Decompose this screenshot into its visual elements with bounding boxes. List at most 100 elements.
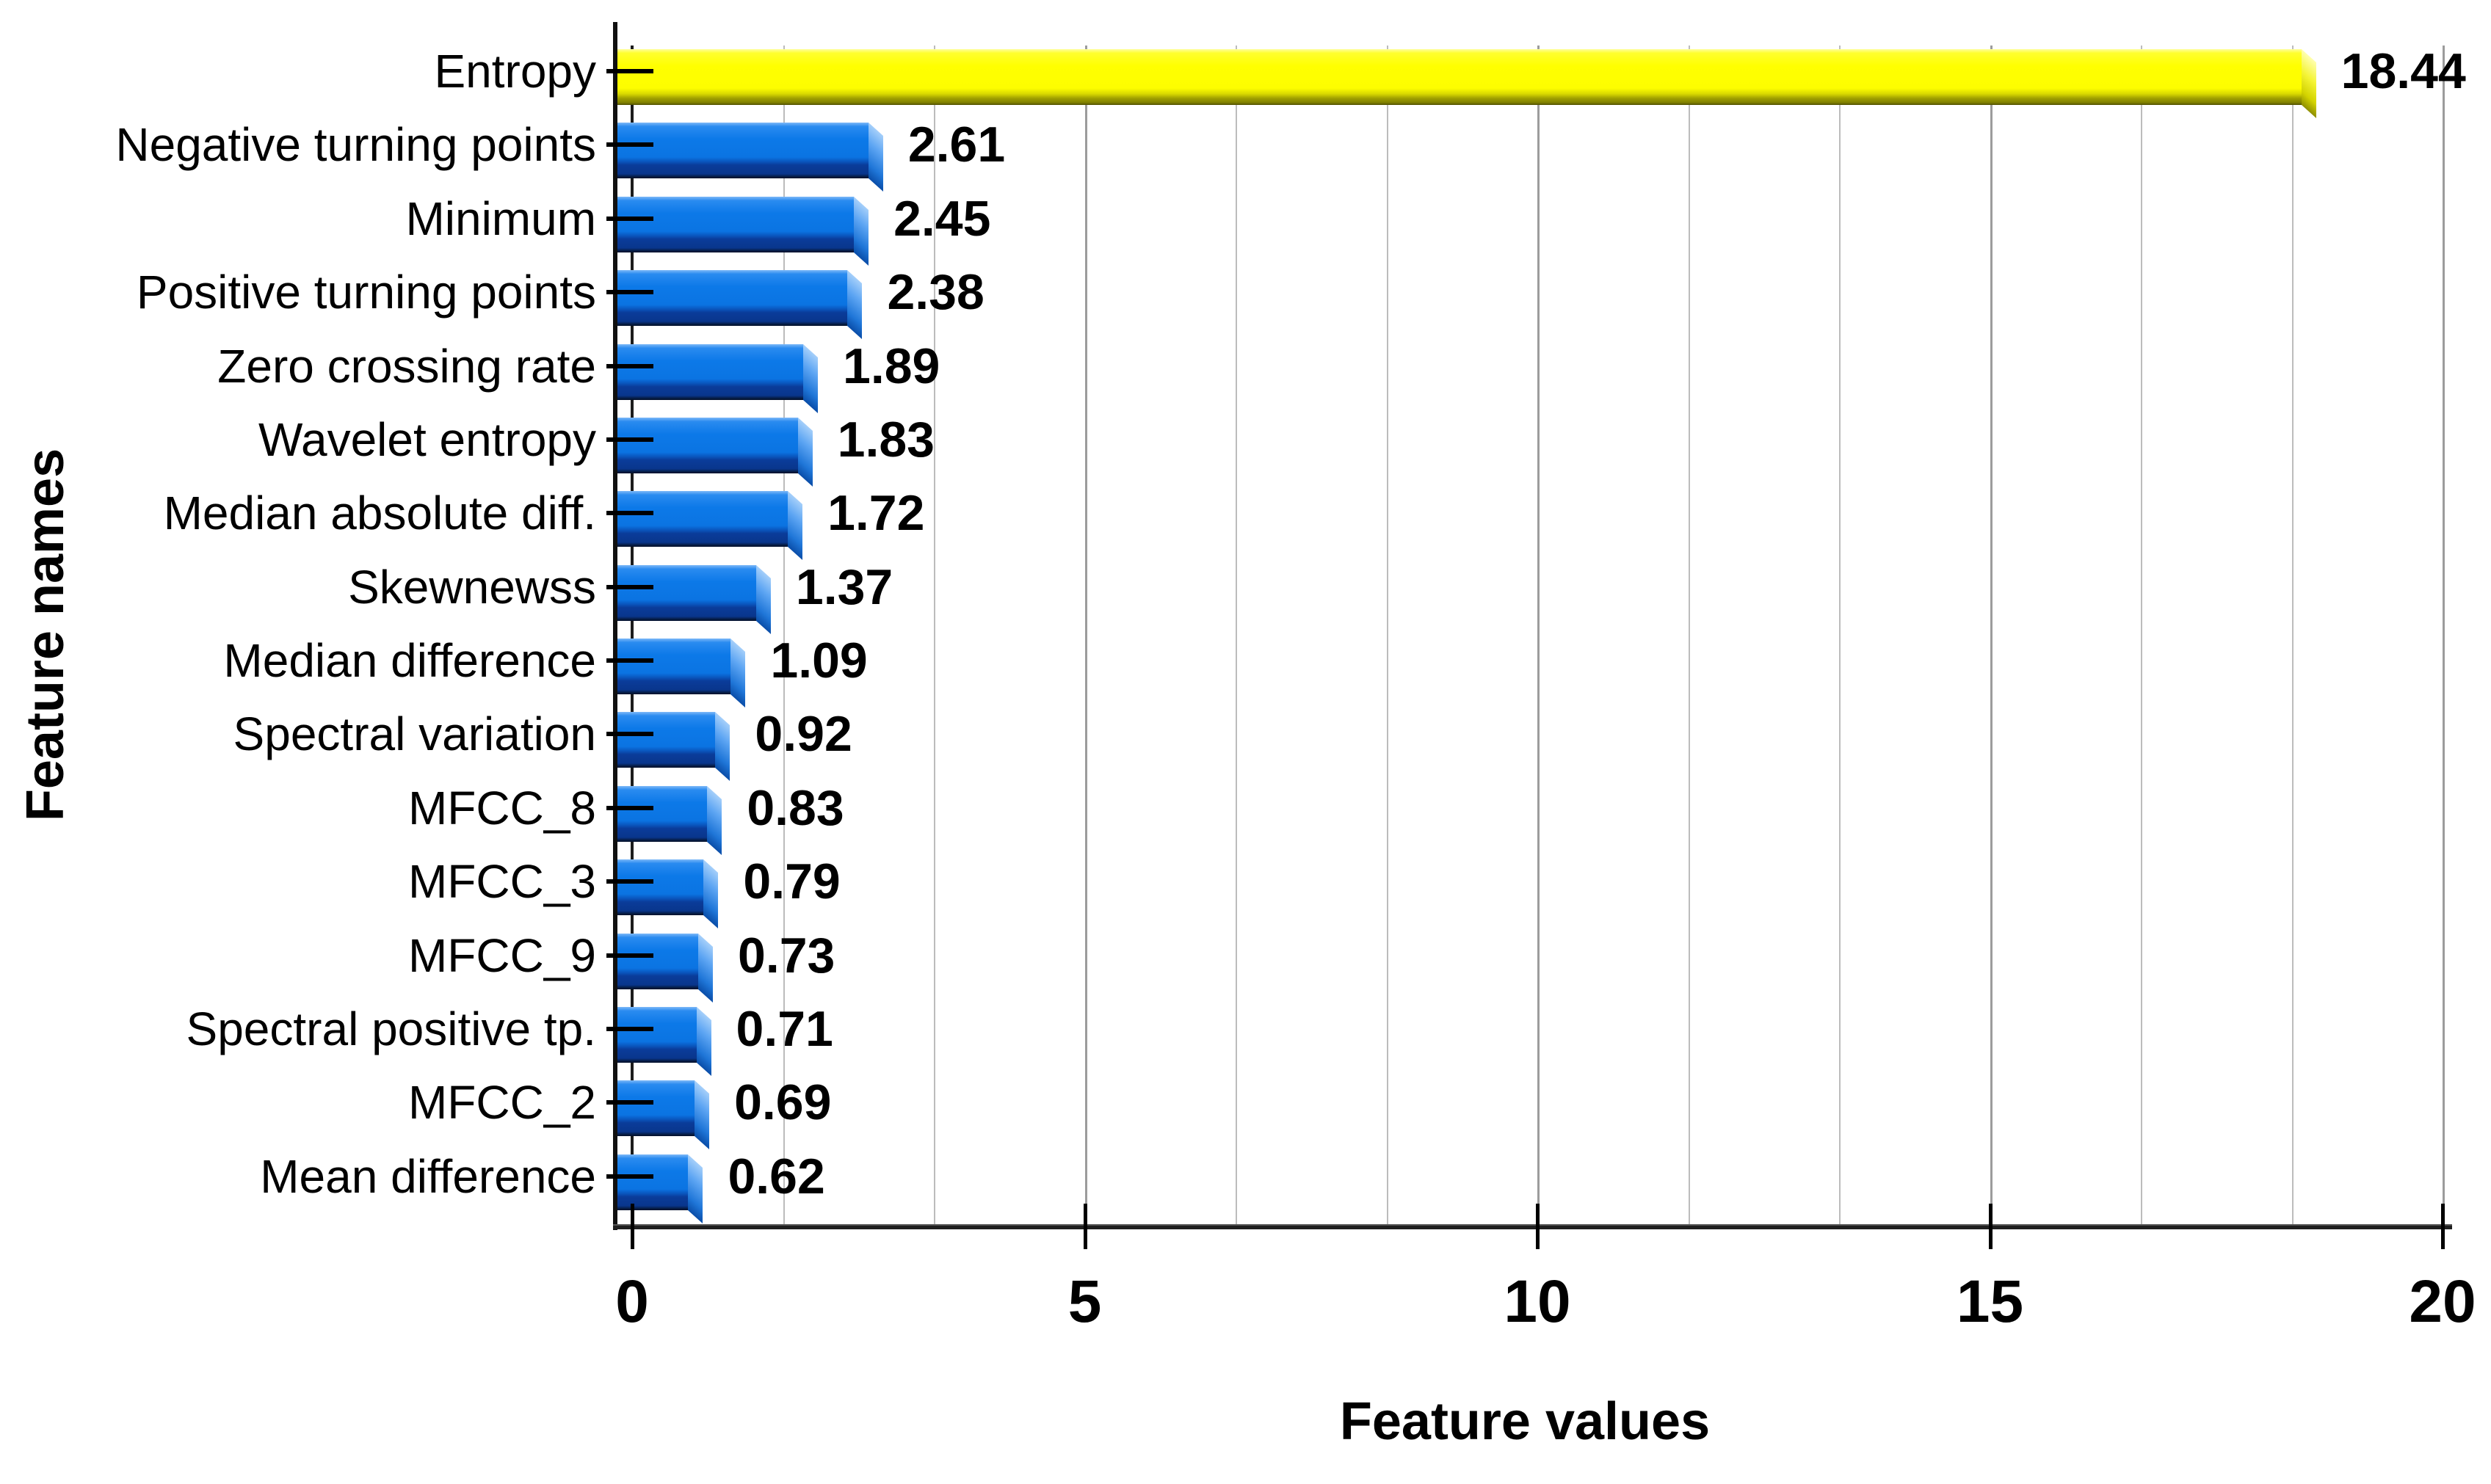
y-axis-tick <box>606 732 653 737</box>
bar-end-bevel <box>696 1006 711 1076</box>
value-label: 2.61 <box>907 117 1006 173</box>
y-axis-tick <box>606 69 653 73</box>
zero-gridline <box>631 46 634 1224</box>
bar-end-bevel <box>788 491 803 561</box>
bar <box>617 491 803 561</box>
gridline <box>2141 46 2143 1224</box>
category-label: MFCC_9 <box>407 928 596 982</box>
gridline <box>1990 46 1993 1224</box>
gridline <box>783 46 785 1224</box>
bar <box>617 1154 703 1223</box>
bar-face <box>617 712 716 768</box>
x-tick-label: 5 <box>1067 1268 1102 1335</box>
x-axis-tick <box>2441 1204 2445 1249</box>
category-label: Spectral positive tp. <box>186 1002 597 1055</box>
bar-end-bevel <box>715 712 730 782</box>
bar-end-bevel <box>730 639 746 708</box>
y-axis-line <box>613 22 617 1230</box>
value-label: 0.73 <box>738 927 835 983</box>
bar-end-bevel <box>797 417 813 487</box>
bar-end-bevel <box>803 343 819 413</box>
category-label: Median absolute diff. <box>163 487 596 540</box>
bar-face <box>617 270 848 327</box>
value-label: 1.09 <box>770 633 868 688</box>
y-axis-tick <box>606 1026 653 1031</box>
bar <box>617 196 869 266</box>
category-label: Negative turning points <box>115 118 596 172</box>
value-label: 2.38 <box>887 264 985 321</box>
value-label: 18.44 <box>2340 43 2466 99</box>
value-label: 0.69 <box>734 1074 832 1131</box>
x-axis-tick <box>1536 1204 1540 1249</box>
gridline <box>1537 46 1540 1224</box>
bar-end-bevel <box>847 270 863 340</box>
value-label: 2.45 <box>893 190 991 247</box>
x-axis-title: Feature values <box>1339 1392 1711 1451</box>
y-axis-tick <box>606 879 653 884</box>
gridline <box>1688 46 1690 1224</box>
bar-face <box>617 49 2302 105</box>
bar <box>617 343 819 413</box>
bar-face <box>617 564 756 621</box>
bar-end-bevel <box>698 933 713 1003</box>
bar <box>617 933 713 1003</box>
bar-face <box>617 1154 689 1210</box>
gridline <box>2291 46 2294 1224</box>
bar-face <box>617 785 708 842</box>
bar-end-bevel <box>703 859 719 929</box>
value-label: 1.83 <box>837 411 935 468</box>
value-label: 0.71 <box>736 1000 833 1057</box>
y-axis-tick <box>606 511 653 516</box>
category-label: Positive turning points <box>136 266 596 319</box>
value-label: 0.92 <box>755 706 852 763</box>
bar <box>617 270 863 340</box>
y-axis-tick <box>606 437 653 442</box>
y-axis-tick <box>606 1174 653 1179</box>
x-tick-label: 10 <box>1504 1268 1571 1335</box>
category-label: MFCC_3 <box>407 855 596 909</box>
x-axis-tick <box>1988 1204 1993 1249</box>
x-axis-tick <box>631 1204 634 1249</box>
bar-end-bevel <box>854 196 869 266</box>
bar-end-bevel <box>2301 49 2316 119</box>
value-label: 0.79 <box>743 854 841 910</box>
y-axis-tick <box>606 584 653 589</box>
category-label: Mean difference <box>260 1149 596 1203</box>
gridline <box>1386 46 1388 1224</box>
y-axis-tick <box>606 142 653 148</box>
bar <box>617 1006 711 1076</box>
value-label: 0.62 <box>728 1148 825 1204</box>
value-label: 1.72 <box>827 485 925 542</box>
bar <box>617 49 2316 119</box>
bar <box>617 859 719 929</box>
y-axis-tick <box>606 805 653 810</box>
bar-face <box>617 933 698 989</box>
bar-face <box>617 196 855 252</box>
value-label: 1.37 <box>795 559 893 615</box>
y-axis-tick <box>606 290 653 295</box>
category-label: Entropy <box>434 45 596 98</box>
category-label: Wavelet entropy <box>258 412 596 466</box>
x-axis-line <box>613 1224 2452 1229</box>
bar <box>617 417 813 487</box>
gridline <box>2443 46 2445 1224</box>
x-tick-label: 0 <box>615 1268 649 1335</box>
bar-face <box>617 123 869 179</box>
y-axis-title: Feature names <box>16 448 75 822</box>
category-label: Median difference <box>223 634 596 687</box>
x-tick-label: 20 <box>2409 1268 2476 1335</box>
category-label: Skewnewss <box>348 560 596 614</box>
y-axis-tick <box>606 953 653 958</box>
gridline <box>1084 46 1087 1224</box>
bar <box>617 564 771 634</box>
y-axis-tick <box>606 1100 653 1105</box>
x-tick-label: 15 <box>1956 1268 2024 1335</box>
bar-face <box>617 491 788 548</box>
bar-face <box>617 1006 697 1063</box>
bar <box>617 123 883 192</box>
bar-end-bevel <box>688 1154 703 1223</box>
bar-face <box>617 417 798 473</box>
bar-face <box>617 639 731 694</box>
bar <box>617 639 746 708</box>
